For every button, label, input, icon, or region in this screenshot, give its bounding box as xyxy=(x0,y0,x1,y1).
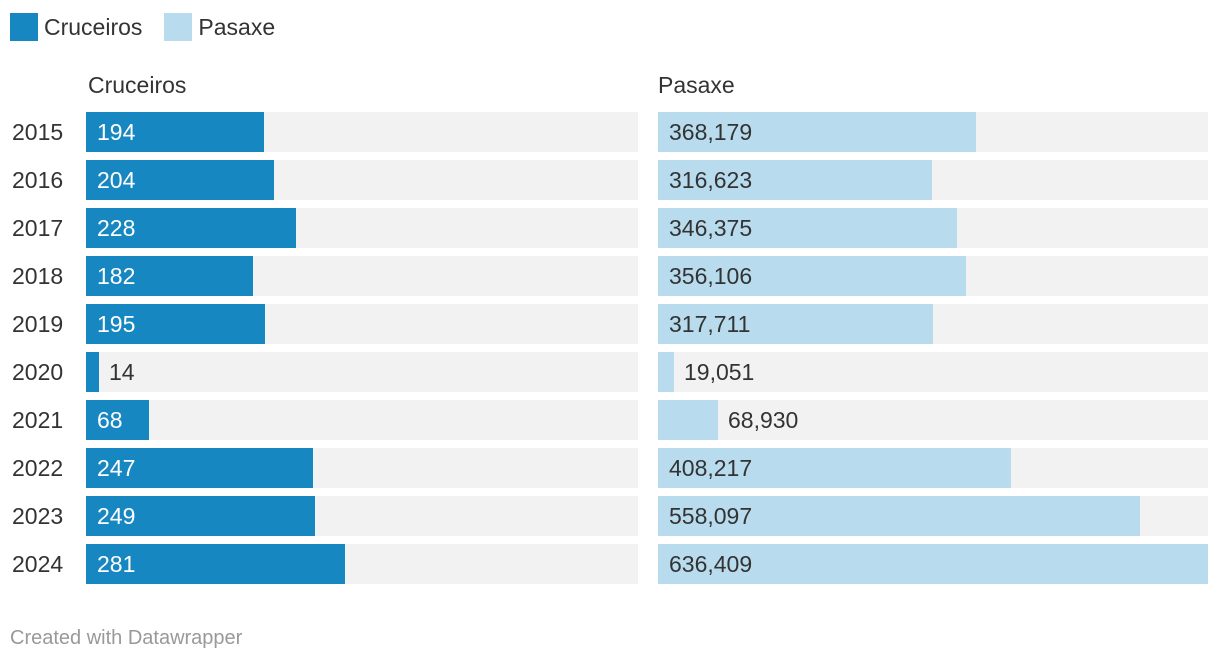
pasaxe-bar-2019 xyxy=(658,304,933,344)
pasaxe-track-2016: 316,623 xyxy=(658,160,1208,200)
year-label-2020: 2020 xyxy=(12,359,64,385)
pasaxe-bar-2017 xyxy=(658,208,957,248)
cruceiros-value-label-2020: 14 xyxy=(109,359,135,385)
legend-label-pasaxe: Pasaxe xyxy=(198,13,276,40)
cruceiros-bar-2024 xyxy=(86,544,345,584)
pasaxe-value-label-2016: 316,623 xyxy=(669,167,753,193)
cruceiros-value-label-2018: 182 xyxy=(97,263,136,289)
cruceiros-track-2020: 14 xyxy=(86,352,638,392)
pasaxe-track-2015: 368,179 xyxy=(658,112,1208,152)
pasaxe-track-2023: 558,097 xyxy=(658,496,1208,536)
cruceiros-bar-2023 xyxy=(86,496,315,536)
cruceiros-track-2021: 68 xyxy=(86,400,638,440)
cruceiros-bar-2017 xyxy=(86,208,296,248)
pasaxe-value-label-2022: 408,217 xyxy=(669,455,753,481)
pasaxe-track-2021: 68,930 xyxy=(658,400,1208,440)
cruceiros-value-label-2017: 228 xyxy=(97,215,136,241)
pasaxe-value-label-2017: 346,375 xyxy=(669,215,753,241)
credit-text: Created with Datawrapper xyxy=(10,627,243,649)
year-label-2017: 2017 xyxy=(12,215,64,241)
pasaxe-value-label-2021: 68,930 xyxy=(728,407,799,433)
cruceiros-bar-2021 xyxy=(86,400,149,440)
cruceiros-track-2019: 195 xyxy=(86,304,638,344)
cruceiros-bar-2019 xyxy=(86,304,265,344)
cruceiros-value-label-2022: 247 xyxy=(97,455,136,481)
year-label-2024: 2024 xyxy=(12,551,64,577)
pasaxe-bar-2018 xyxy=(658,256,966,296)
legend-label-cruceiros: Cruceiros xyxy=(44,13,143,40)
pasaxe-track-2020: 19,051 xyxy=(658,352,1208,392)
legend-item-pasaxe: Pasaxe xyxy=(164,13,275,41)
year-label-2018: 2018 xyxy=(12,263,64,289)
cruceiros-value-label-2016: 204 xyxy=(97,167,136,193)
cruceiros-bar-2020 xyxy=(86,352,99,392)
pasaxe-value-label-2018: 356,106 xyxy=(669,263,753,289)
cruceiros-bar-2018 xyxy=(86,256,253,296)
cruceiros-track-2024: 281 xyxy=(86,544,638,584)
cruceiros-track-2015: 194 xyxy=(86,112,638,152)
cruceiros-track-2023: 249 xyxy=(86,496,638,536)
cruceiros-bar-2015 xyxy=(86,112,264,152)
panel-title-cruceiros: Cruceiros xyxy=(88,72,187,98)
cruceiros-value-label-2021: 68 xyxy=(97,407,123,433)
legend-swatch-cruceiros xyxy=(10,13,38,41)
pasaxe-bar-2015 xyxy=(658,112,976,152)
pasaxe-track-2022: 408,217 xyxy=(658,448,1208,488)
year-label-2019: 2019 xyxy=(12,311,64,337)
year-label-2023: 2023 xyxy=(12,503,64,529)
pasaxe-value-label-2023: 558,097 xyxy=(669,503,753,529)
pasaxe-track-2019: 317,711 xyxy=(658,304,1208,344)
cruceiros-value-label-2024: 281 xyxy=(97,551,136,577)
year-label-2021: 2021 xyxy=(12,407,64,433)
pasaxe-bar-2024 xyxy=(658,544,1208,584)
legend-swatch-pasaxe xyxy=(164,13,193,41)
pasaxe-value-label-2015: 368,179 xyxy=(669,119,753,145)
pasaxe-track-2018: 356,106 xyxy=(658,256,1208,296)
cruceiros-track-2018: 182 xyxy=(86,256,638,296)
cruceiros-value-label-2015: 194 xyxy=(97,119,136,145)
pasaxe-bar-2020 xyxy=(658,352,674,392)
pasaxe-value-label-2019: 317,711 xyxy=(669,311,751,337)
cruceiros-bar-2022 xyxy=(86,448,313,488)
pasaxe-track-2024: 636,409 xyxy=(658,544,1208,584)
pasaxe-track-2017: 346,375 xyxy=(658,208,1208,248)
pasaxe-bar-2021 xyxy=(658,400,718,440)
pasaxe-bar-2023 xyxy=(658,496,1140,536)
panel-title-pasaxe: Pasaxe xyxy=(658,72,735,98)
year-label-2022: 2022 xyxy=(12,455,64,481)
cruceiros-track-2017: 228 xyxy=(86,208,638,248)
pasaxe-bar-2016 xyxy=(658,160,932,200)
pasaxe-value-label-2020: 19,051 xyxy=(684,359,755,385)
cruceiros-value-label-2023: 249 xyxy=(97,503,136,529)
cruceiros-value-label-2019: 195 xyxy=(97,311,136,337)
pasaxe-bar-2022 xyxy=(658,448,1011,488)
cruceiros-track-2016: 204 xyxy=(86,160,638,200)
cruceiros-bar-2016 xyxy=(86,160,274,200)
cruceiros-track-2022: 247 xyxy=(86,448,638,488)
year-label-2015: 2015 xyxy=(12,119,64,145)
pasaxe-value-label-2024: 636,409 xyxy=(669,551,753,577)
legend-item-cruceiros: Cruceiros xyxy=(10,13,142,41)
legend: Cruceiros Pasaxe xyxy=(10,12,297,42)
year-label-2016: 2016 xyxy=(12,167,64,193)
